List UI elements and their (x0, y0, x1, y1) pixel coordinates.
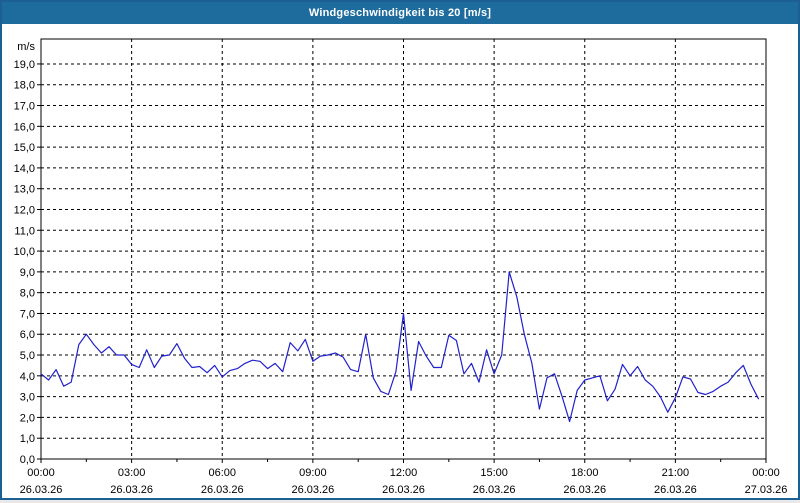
x-tick-time-label: 00:00 (752, 467, 780, 479)
x-tick-date-label: 26.03.26 (473, 484, 516, 496)
y-tick-label: 14,0 (14, 163, 35, 175)
wind-speed-line (40, 271, 760, 423)
x-tick-date-label: 26.03.26 (110, 484, 153, 496)
x-tick-date-label: 27.03.26 (745, 484, 788, 496)
gridlines (41, 39, 766, 459)
y-axis-unit-label: m/s (17, 41, 35, 53)
y-tick-label: 11,0 (14, 225, 35, 237)
y-tick-label: 19,0 (14, 59, 35, 71)
x-tick-date-label: 26.03.26 (20, 484, 63, 496)
y-tick-label: 12,0 (14, 204, 35, 216)
y-tick-label: 2,0 (20, 412, 35, 424)
y-tick-label: 18,0 (14, 80, 35, 92)
x-tick-time-label: 21:00 (662, 467, 690, 479)
x-axis-labels: 00:00 26.03.26 03:00 26.03.26 06:00 26.03.26 0… (20, 467, 788, 496)
x-tick-time-label: 15:00 (480, 467, 508, 479)
y-tick-label: 4,0 (20, 371, 35, 383)
chart-area: 0,0 1,0 2,0 3,0 4,0 5,0 6,0 7,0 8,0 9,0 10,0 11,0 12… (2, 24, 798, 498)
x-tick-date-label: 26.03.26 (291, 484, 334, 496)
x-tick-date-label: 26.03.26 (563, 484, 606, 496)
y-tick-label: 16,0 (14, 121, 35, 133)
x-tick-date-label: 26.03.26 (382, 484, 425, 496)
y-tick-label: 8,0 (20, 288, 35, 300)
y-tick-label: 6,0 (20, 329, 35, 341)
x-tick-date-label: 26.03.26 (201, 484, 244, 496)
series-lines (40, 271, 760, 423)
y-axis-labels: 0,0 1,0 2,0 3,0 4,0 5,0 6,0 7,0 8,0 9,0 10,0 11,0 12… (14, 41, 36, 466)
y-tick-label: 3,0 (20, 392, 35, 404)
y-tick-label: 7,0 (20, 308, 35, 320)
y-tick-label: 5,0 (20, 350, 35, 362)
x-tick-time-label: 00:00 (27, 467, 55, 479)
x-tick-time-label: 18:00 (571, 467, 599, 479)
y-tick-label: 17,0 (14, 101, 35, 113)
x-tick-time-label: 09:00 (299, 467, 327, 479)
y-tick-label: 1,0 (20, 433, 35, 445)
y-tick-label: 13,0 (14, 184, 35, 196)
y-tick-label: 0,0 (20, 454, 35, 466)
x-tick-time-label: 12:00 (390, 467, 418, 479)
y-tick-label: 9,0 (20, 267, 35, 279)
x-tick-time-label: 03:00 (118, 467, 146, 479)
axes (37, 38, 767, 463)
x-tick-date-label: 26.03.26 (654, 484, 697, 496)
y-tick-label: 10,0 (14, 246, 35, 258)
wind-speed-chart: 0,0 1,0 2,0 3,0 4,0 5,0 6,0 7,0 8,0 9,0 10,0 11,0 12… (14, 38, 788, 496)
x-tick-time-label: 06:00 (208, 467, 236, 479)
title-bar: Windgeschwindigkeit bis 20 [m/s] (2, 2, 798, 24)
y-tick-label: 15,0 (14, 142, 35, 154)
chart-title: Windgeschwindigkeit bis 20 [m/s] (308, 7, 492, 19)
